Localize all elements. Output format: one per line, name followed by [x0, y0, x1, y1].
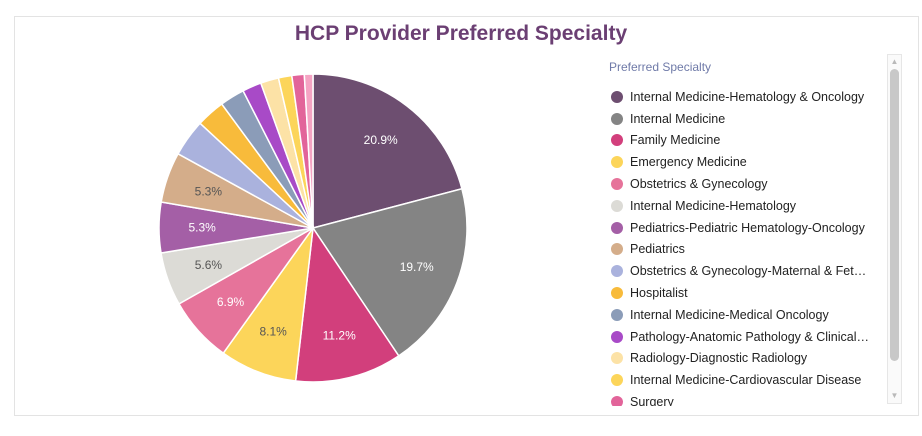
slice-data-label: 5.6%	[195, 258, 223, 272]
legend-swatch	[611, 90, 623, 103]
legend-swatch	[611, 308, 623, 321]
legend-swatch	[611, 396, 623, 406]
slice-data-label: 19.7%	[400, 260, 434, 274]
pie-slice[interactable]	[303, 73, 314, 229]
scroll-up-icon[interactable]: ▲	[890, 57, 899, 66]
legend-item[interactable]: Obstetrics & Gynecology-Maternal & Fet…	[604, 260, 886, 282]
pie-slice[interactable]	[312, 73, 463, 229]
legend-label: Radiology-Diagnostic Radiology	[630, 351, 808, 366]
scroll-down-icon[interactable]: ▼	[890, 391, 899, 400]
legend-swatch	[611, 287, 623, 300]
slice-data-label: 5.3%	[188, 221, 216, 235]
legend-scrollbar[interactable]: ▲ ▼	[887, 54, 902, 404]
legend-title: Preferred Specialty	[609, 60, 712, 74]
scroll-thumb[interactable]	[890, 69, 899, 361]
legend-label: Pediatrics	[630, 242, 685, 257]
legend-list: Internal Medicine-Hematology & Oncology I…	[604, 86, 886, 406]
legend: Preferred Specialty Internal Medicine-He…	[604, 56, 886, 406]
legend-label: Internal Medicine-Hematology & Oncology	[630, 89, 865, 104]
legend-label: Internal Medicine-Medical Oncology	[630, 307, 829, 322]
slice-data-label: 11.2%	[323, 329, 356, 343]
pie-slice[interactable]	[294, 225, 400, 383]
legend-label: Emergency Medicine	[630, 155, 747, 170]
slice-data-label: 5.3%	[195, 184, 223, 198]
legend-item[interactable]: Family Medicine	[604, 130, 886, 152]
pie-slice[interactable]	[311, 187, 468, 357]
legend-label: Family Medicine	[630, 133, 721, 148]
legend-label: Obstetrics & Gynecology-Maternal & Fet…	[630, 264, 867, 279]
legend-label: Hospitalist	[630, 286, 688, 301]
legend-swatch	[611, 374, 623, 387]
legend-swatch	[611, 330, 623, 343]
legend-item[interactable]: Pediatrics	[604, 239, 886, 261]
slice-data-label: 8.1%	[259, 324, 287, 338]
legend-label: Internal Medicine-Hematology	[630, 198, 797, 213]
legend-label: Internal Medicine	[630, 111, 726, 126]
legend-swatch	[611, 156, 623, 169]
legend-label: Surgery	[630, 395, 674, 406]
legend-swatch	[611, 265, 623, 278]
slice-data-label: 6.9%	[217, 295, 245, 309]
legend-item[interactable]: Obstetrics & Gynecology	[604, 173, 886, 195]
legend-item[interactable]: Internal Medicine-Cardiovascular Disease	[604, 369, 886, 391]
legend-item[interactable]: Internal Medicine	[604, 108, 886, 130]
legend-swatch	[611, 243, 623, 256]
slice-data-label: 20.9%	[364, 133, 398, 147]
legend-item[interactable]: Hospitalist	[604, 282, 886, 304]
legend-label: Pathology-Anatomic Pathology & Clinical…	[630, 329, 870, 344]
legend-item[interactable]: Surgery	[604, 391, 886, 406]
legend-item[interactable]: Emergency Medicine	[604, 151, 886, 173]
legend-item[interactable]: Pathology-Anatomic Pathology & Clinical…	[604, 326, 886, 348]
legend-swatch	[611, 134, 623, 147]
legend-item[interactable]: Internal Medicine-Hematology & Oncology	[604, 86, 886, 108]
legend-label: Pediatrics-Pediatric Hematology-Oncology	[630, 220, 865, 235]
legend-item[interactable]: Internal Medicine-Medical Oncology	[604, 304, 886, 326]
legend-swatch	[611, 221, 623, 234]
legend-item[interactable]: Pediatrics-Pediatric Hematology-Oncology	[604, 217, 886, 239]
legend-item[interactable]: Internal Medicine-Hematology	[604, 195, 886, 217]
legend-label: Internal Medicine-Cardiovascular Disease	[630, 373, 862, 388]
legend-label: Obstetrics & Gynecology	[630, 177, 768, 192]
legend-swatch	[611, 199, 623, 212]
legend-item[interactable]: Radiology-Diagnostic Radiology	[604, 348, 886, 370]
legend-swatch	[611, 178, 623, 191]
legend-swatch	[611, 112, 623, 125]
chart-title: HCP Provider Preferred Specialty	[294, 22, 628, 45]
legend-swatch	[611, 352, 623, 365]
